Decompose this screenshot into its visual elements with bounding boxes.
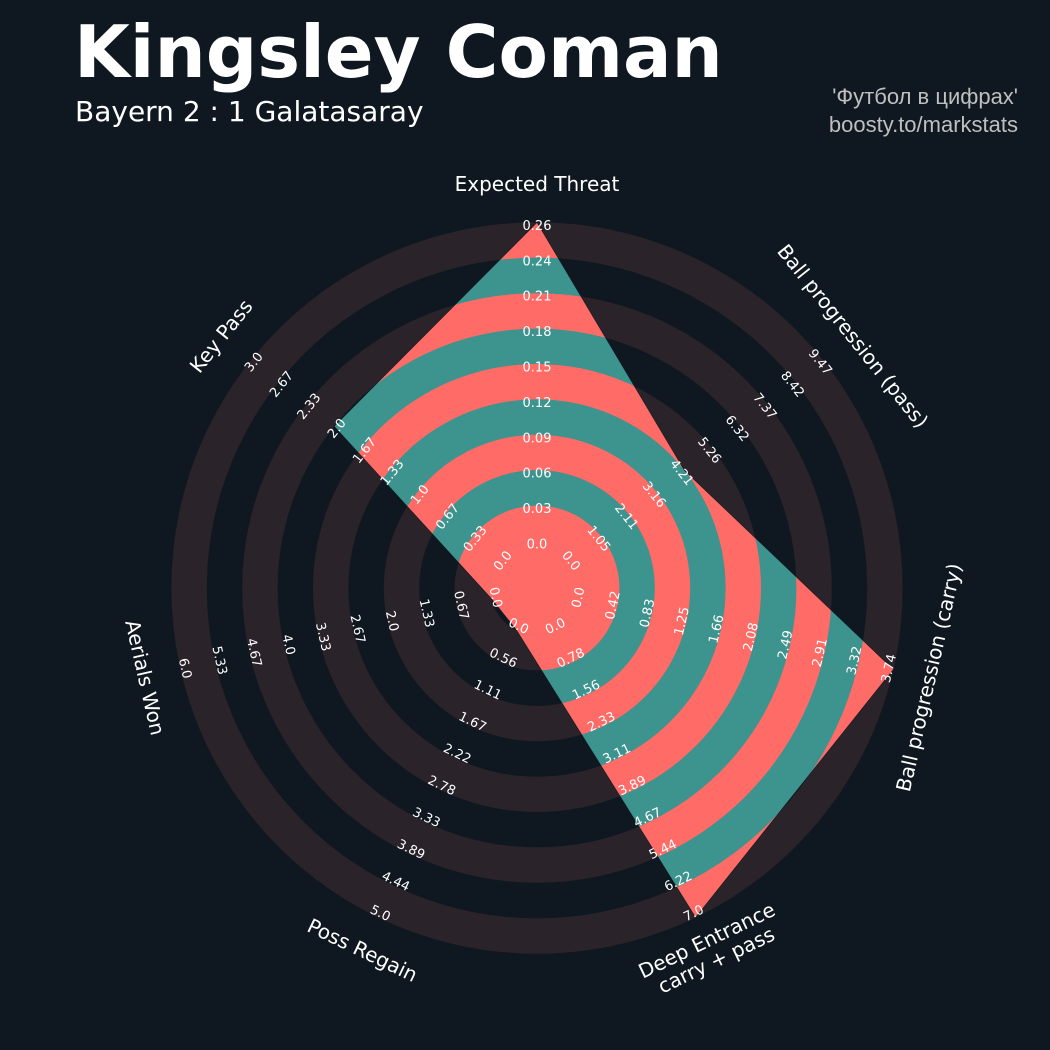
credit-block: 'Футбол в цифрах' boosty.to/markstats <box>829 83 1018 139</box>
axis-tick-label: 0.0 <box>527 538 548 553</box>
axis-tick-label: 0.21 <box>523 290 552 305</box>
axis-tick-label: 2.67 <box>346 613 367 645</box>
axis-tick-label: 2.0 <box>382 609 401 633</box>
credit-channel-name: 'Футбол в цифрах' <box>832 84 1018 109</box>
credit-url: boosty.to/markstats <box>828 112 1018 137</box>
player-name-title: Kingsley Coman <box>74 10 723 94</box>
axis-tick-label: 6.0 <box>175 657 194 681</box>
axis-tick-label: 0.0 <box>569 586 588 610</box>
axis-category-label-line: Aerials Won <box>121 617 171 737</box>
match-score-subtitle: Bayern 2 : 1 Galatasaray <box>75 95 424 128</box>
axis-category-label-line: Expected Threat <box>455 172 620 196</box>
axis-tick-label: 2.91 <box>810 637 831 669</box>
axis-tick-label: 3.32 <box>844 645 865 677</box>
axis-tick-label: 1.25 <box>672 605 693 637</box>
axis-tick-label: 4.0 <box>278 633 297 657</box>
axis-tick-label: 0.0 <box>485 586 504 610</box>
axis-tick-label: 3.74 <box>879 653 900 685</box>
axis-category-label: Aerials Won <box>121 617 171 737</box>
axis-tick-label: 0.09 <box>523 431 552 446</box>
axis-tick-label: 1.33 <box>416 598 437 630</box>
axis-category-label: Expected Threat <box>455 172 620 196</box>
axis-tick-label: 0.42 <box>603 590 624 622</box>
axis-tick-label: 5.33 <box>208 645 229 677</box>
player-ring-band <box>490 541 584 635</box>
axis-tick-label: 0.24 <box>523 254 552 269</box>
axis-tick-label: 3.33 <box>312 621 333 653</box>
axis-tick-label: 0.18 <box>523 325 552 340</box>
axis-tick-label: 0.26 <box>523 219 552 234</box>
axis-tick-label: 0.67 <box>450 590 471 622</box>
axis-tick-label: 0.15 <box>523 361 552 376</box>
axis-tick-label: 2.49 <box>775 629 796 661</box>
player-polygon-outline <box>333 221 894 918</box>
axis-tick-label: 1.66 <box>706 613 727 645</box>
axis-tick-label: 0.03 <box>523 502 552 517</box>
axis-tick-label: 0.12 <box>523 396 552 411</box>
axis-tick-label: 4.67 <box>243 637 264 669</box>
axis-tick-label: 2.08 <box>741 621 762 653</box>
axis-tick-label: 0.06 <box>523 467 552 482</box>
axis-tick-label: 0.83 <box>637 598 658 630</box>
